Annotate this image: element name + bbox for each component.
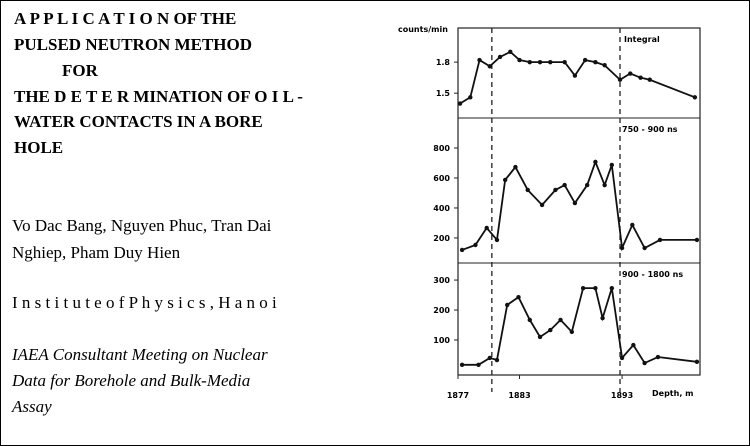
data-point <box>477 57 482 63</box>
data-point <box>694 237 700 243</box>
data-point <box>494 357 500 363</box>
data-point <box>619 245 625 251</box>
x-axis-label: Depth, m <box>652 389 693 398</box>
data-point <box>457 101 463 106</box>
data-point <box>516 294 521 300</box>
data-point <box>638 75 643 80</box>
data-point <box>517 57 522 63</box>
data-point <box>562 182 567 188</box>
panel-label: 750 - 900 ns <box>622 125 678 134</box>
plot-frame <box>457 27 701 376</box>
data-point <box>527 317 532 323</box>
data-point <box>593 159 598 165</box>
y-tick-label: 300 <box>433 276 450 285</box>
title-line: THE D E T E R MINATION OF O I L - <box>14 87 303 106</box>
curve <box>462 287 698 366</box>
data-point <box>537 334 543 340</box>
data-point <box>459 247 465 253</box>
data-point <box>600 315 605 321</box>
data-point <box>628 71 633 76</box>
data-point <box>642 245 647 251</box>
data-point <box>558 317 563 323</box>
meeting: Assay <box>11 397 52 416</box>
y-tick-label: 1.5 <box>436 89 451 98</box>
data-point <box>562 59 567 65</box>
data-point <box>497 54 503 60</box>
data-point <box>502 177 508 183</box>
data-point <box>476 362 481 368</box>
data-point <box>484 225 489 231</box>
data-point <box>642 360 647 366</box>
y-tick-label: 600 <box>433 174 450 183</box>
panel-label: Integral <box>624 35 660 44</box>
y-tick-label: 1.8 <box>436 58 451 67</box>
y-tick-label: 100 <box>433 336 450 345</box>
title-line: FOR <box>62 61 99 80</box>
data-point <box>513 164 518 170</box>
meeting: IAEA Consultant Meeting on Nuclear <box>11 345 268 364</box>
data-point <box>459 362 465 368</box>
x-tick-label: 1877 <box>447 391 469 400</box>
data-point <box>468 95 473 100</box>
data-point <box>619 355 625 361</box>
data-point <box>572 200 578 206</box>
x-tick-label: 1883 <box>508 391 530 400</box>
data-point <box>569 329 575 335</box>
data-point <box>692 95 698 100</box>
data-point <box>505 302 510 308</box>
data-point <box>647 77 652 82</box>
data-point <box>553 187 558 193</box>
data-point <box>609 285 615 291</box>
authors: Vo Dac Bang, Nguyen Phuc, Tran Dai <box>12 216 272 235</box>
data-point <box>593 59 598 65</box>
data-point <box>582 57 588 63</box>
data-point <box>657 237 663 243</box>
x-tick-label: 1893 <box>611 391 633 400</box>
title-line: WATER CONTACTS IN A BORE <box>14 112 263 131</box>
institute: I n s t i t u t e o f P h y s i c s , H … <box>12 293 277 312</box>
data-point <box>548 59 553 65</box>
title-line: PULSED NEUTRON METHOD <box>14 35 252 54</box>
data-point <box>548 327 553 333</box>
data-point <box>655 354 661 360</box>
data-point <box>593 285 598 291</box>
y-axis-label: counts/min <box>398 25 448 34</box>
y-tick-label: 800 <box>433 144 450 153</box>
data-point <box>487 64 492 69</box>
title-line: HOLE <box>14 138 63 157</box>
data-point <box>473 242 478 248</box>
data-point <box>580 285 586 291</box>
curve <box>461 159 697 252</box>
data-point <box>602 182 607 188</box>
data-point <box>487 355 492 361</box>
meeting: Data for Borehole and Bulk-Media <box>11 371 250 390</box>
data-point <box>630 222 635 228</box>
data-point <box>494 237 500 243</box>
panel-label: 900 - 1800 ns <box>622 270 683 279</box>
data-point <box>539 202 545 208</box>
data-point <box>602 63 607 68</box>
data-point <box>537 59 543 65</box>
data-point <box>572 73 578 78</box>
title-line: A P P L I C A T I O N OF THE <box>14 9 236 28</box>
data-point <box>508 49 513 54</box>
authors: Nghiep, Pham Duy Hien <box>12 243 181 262</box>
figure: counts/min Depth, m 1877 1883 1893 Integral 1.… <box>398 25 701 400</box>
y-tick-label: 200 <box>433 234 450 243</box>
y-tick-label: 200 <box>433 306 450 315</box>
data-point <box>631 342 636 348</box>
data-point <box>525 187 530 193</box>
data-point <box>527 59 532 65</box>
y-tick-label: 400 <box>433 204 450 213</box>
data-point <box>585 182 590 188</box>
data-point <box>617 77 623 82</box>
data-point <box>609 162 615 168</box>
data-point <box>694 359 700 365</box>
